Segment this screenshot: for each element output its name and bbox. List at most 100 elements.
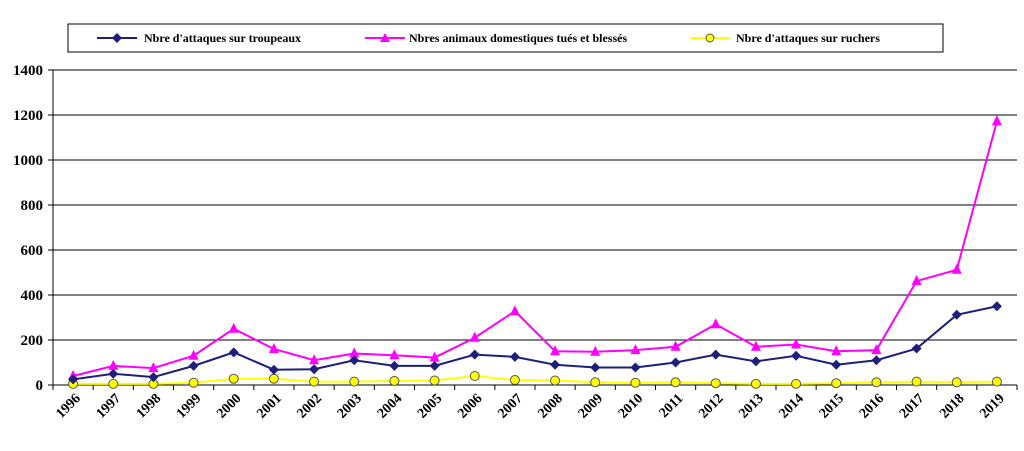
- x-tick-label: 2011: [657, 391, 687, 421]
- x-tick-label: 2001: [254, 391, 284, 421]
- point-1-2017: [911, 275, 922, 286]
- x-tick-label: 1999: [174, 391, 204, 421]
- y-axis-ticks: 0 200 400 600 800 1000 1200 1400: [13, 63, 53, 394]
- point-2-2001: [268, 373, 279, 384]
- point-0-1996: [68, 374, 79, 385]
- point-0-2016: [871, 355, 882, 366]
- series-group: [68, 115, 1002, 389]
- x-tick-label: 2010: [616, 391, 646, 421]
- x-tick-label: 2004: [375, 391, 405, 421]
- point-0-2017: [911, 343, 922, 354]
- x-tick-label: 1997: [94, 391, 124, 421]
- point-0-2008: [550, 359, 561, 370]
- point-1-2001: [268, 343, 279, 353]
- point-2-2018: [951, 377, 962, 388]
- point-2-2006: [469, 371, 480, 381]
- x-tick-label: 2018: [937, 391, 967, 421]
- point-1-2018: [951, 263, 962, 274]
- point-2-2015: [831, 378, 842, 389]
- x-axis-ticks: 1996 1997 1998 1999 2000 2001 2002 2003 2004 2005…: [52, 385, 1018, 422]
- y-tick-label: 600: [21, 243, 44, 259]
- point-1-1997: [108, 359, 119, 370]
- point-2-2003: [349, 376, 360, 387]
- legend-label-troupeaux: Nbre d'attaques sur troupeaux: [144, 31, 301, 45]
- point-1-2008: [550, 345, 561, 356]
- point-2-2010: [630, 377, 641, 388]
- x-tick-label: 2000: [214, 391, 244, 421]
- legend-marker-animaux: [380, 33, 390, 42]
- point-2-2005: [429, 375, 440, 386]
- point-1-2003: [349, 347, 360, 358]
- x-tick-label: 2008: [536, 391, 566, 421]
- legend-entry-ruchers: Nbre d'attaques sur ruchers: [690, 31, 880, 45]
- legend-box: [67, 23, 944, 53]
- series-line-1: [72, 121, 998, 377]
- x-tick-label: 2016: [857, 391, 887, 421]
- point-2-2017: [911, 376, 922, 387]
- point-2-1999: [188, 377, 199, 388]
- point-1-1998: [148, 362, 159, 373]
- x-tick-label: 2009: [576, 391, 606, 421]
- point-0-1997: [108, 368, 119, 379]
- x-tick-label: 2003: [335, 391, 365, 421]
- point-0-1998: [148, 372, 159, 383]
- point-0-2018: [951, 309, 962, 320]
- x-tick-label: 2002: [295, 391, 325, 421]
- point-1-2006: [469, 331, 480, 342]
- point-0-2012: [710, 349, 721, 360]
- point-2-2019: [991, 376, 1002, 387]
- x-tick-label: 2017: [897, 391, 927, 421]
- series-1: [68, 115, 1002, 380]
- x-tick-label: 2015: [817, 391, 847, 421]
- x-tick-label: 1998: [134, 391, 164, 421]
- point-0-2002: [309, 364, 320, 375]
- point-0-2007: [509, 351, 520, 362]
- point-2-1997: [108, 378, 119, 389]
- legend-marker-troupeaux: [112, 33, 122, 43]
- x-tick-label: 1996: [54, 391, 84, 421]
- y-tick-label: 1200: [13, 108, 43, 124]
- point-0-2011: [670, 357, 681, 368]
- legend-label-ruchers: Nbre d'attaques sur ruchers: [736, 31, 880, 45]
- y-tick-label: 1000: [13, 153, 43, 169]
- point-1-2002: [309, 354, 320, 365]
- point-0-2010: [630, 362, 641, 373]
- point-1-2007: [509, 305, 520, 316]
- point-1-2009: [590, 345, 601, 356]
- x-tick-label: 2006: [455, 391, 485, 421]
- point-0-2013: [750, 356, 761, 367]
- legend-entry-animaux: Nbres animaux domestiques tués et blessé…: [365, 31, 627, 45]
- point-2-2002: [309, 376, 320, 387]
- point-2-2004: [389, 375, 400, 386]
- point-2-2014: [791, 378, 802, 389]
- point-1-2014: [791, 338, 802, 349]
- point-2-2008: [550, 375, 561, 386]
- legend-entry-troupeaux: Nbre d'attaques sur troupeaux: [97, 31, 301, 45]
- point-0-2005: [429, 360, 440, 371]
- point-1-2000: [228, 322, 239, 333]
- point-1-2005: [429, 351, 440, 362]
- point-1-2019: [991, 115, 1002, 126]
- point-2-2007: [509, 375, 520, 386]
- point-0-1999: [188, 360, 199, 371]
- point-2-2009: [590, 377, 601, 388]
- point-1-2015: [831, 345, 842, 356]
- series-line-0: [72, 305, 998, 381]
- y-tick-label: 200: [21, 333, 44, 349]
- x-tick-label: 2019: [977, 391, 1007, 421]
- y-tick-label: 800: [21, 198, 44, 214]
- x-tick-label: 2014: [777, 391, 807, 421]
- point-1-1999: [188, 349, 199, 360]
- series-line-2: [73, 374, 997, 385]
- y-tick-label: 400: [21, 288, 44, 304]
- point-1-2016: [871, 344, 882, 355]
- point-2-2000: [228, 373, 239, 384]
- y-tick-label: 1400: [13, 63, 43, 79]
- point-0-2000: [228, 347, 239, 358]
- y-tick-label: 0: [36, 378, 44, 394]
- x-tick-label: 2007: [495, 391, 525, 421]
- series-0: [68, 301, 1002, 385]
- legend-label-animaux: Nbres animaux domestiques tués et blessé…: [409, 31, 627, 45]
- point-0-2001: [268, 364, 279, 375]
